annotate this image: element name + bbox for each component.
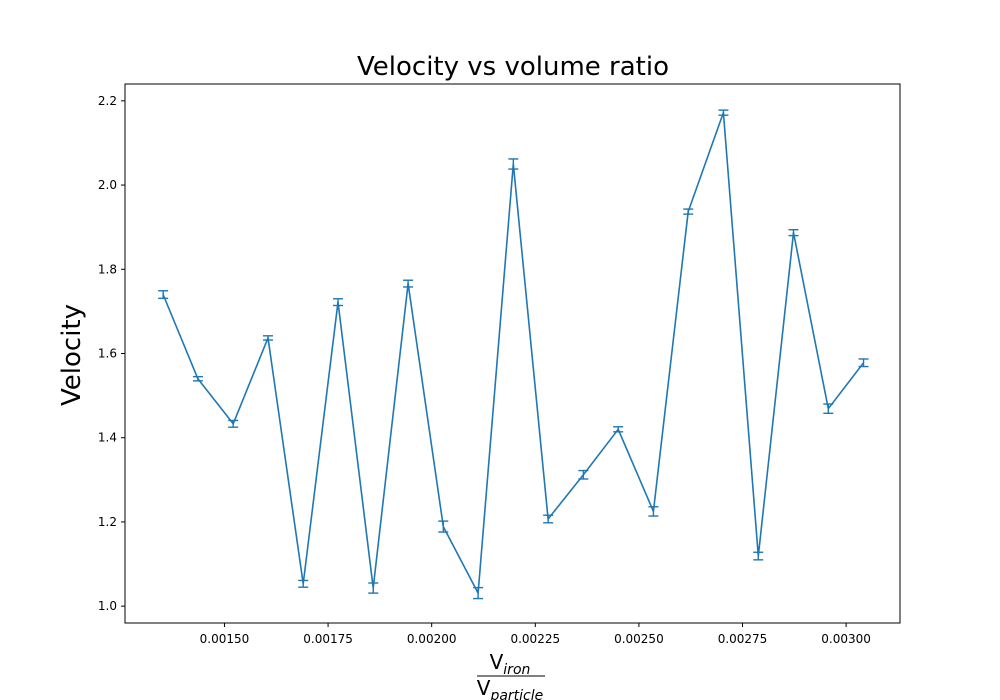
- x-tick-label: 0.00250: [614, 632, 664, 646]
- x-tick-label: 0.00300: [821, 632, 871, 646]
- x-label-numerator: V: [490, 650, 504, 674]
- y-tick-label: 1.0: [98, 599, 117, 613]
- series-line: [162, 111, 865, 594]
- chart-title: Velocity vs volume ratio: [357, 52, 669, 82]
- y-tick-label: 1.2: [98, 515, 117, 529]
- x-tick-label: 0.00225: [510, 632, 560, 646]
- x-tick-label: 0.00175: [303, 632, 353, 646]
- x-label-numerator-sub: iron: [503, 662, 530, 678]
- y-tick-label: 1.4: [98, 431, 117, 445]
- y-tick-label: 1.6: [98, 347, 117, 361]
- x-label-denominator: V: [477, 676, 491, 700]
- x-axis-label: Viron Vparticle: [477, 650, 545, 700]
- y-tick-label: 1.8: [98, 262, 117, 276]
- y-tick-label: 2.0: [98, 178, 117, 192]
- x-tick-label: 0.00150: [200, 632, 250, 646]
- svg-text:Vparticle: Vparticle: [477, 676, 544, 700]
- svg-text:Viron: Viron: [490, 650, 531, 678]
- x-label-denominator-sub: particle: [489, 688, 543, 700]
- x-tick-label: 0.00275: [718, 632, 768, 646]
- y-tick-label: 2.2: [98, 94, 117, 108]
- y-axis-label: Velocity: [57, 304, 87, 406]
- x-tick-label: 0.00200: [407, 632, 457, 646]
